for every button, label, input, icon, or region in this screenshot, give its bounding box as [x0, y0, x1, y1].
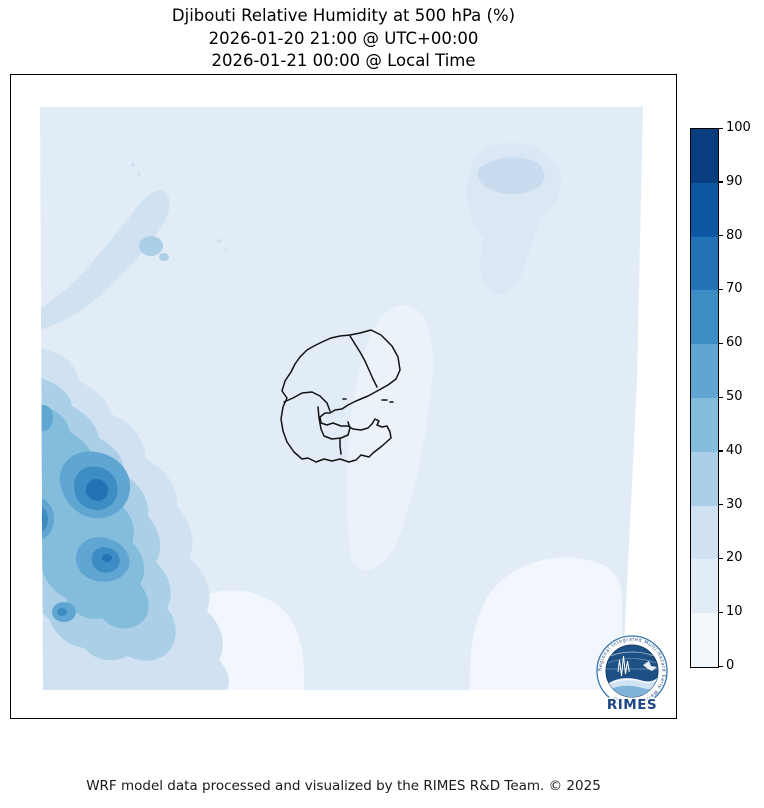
footer-credit: WRF model data processed and visualized … — [86, 778, 601, 794]
contour-low-streak-center — [346, 305, 434, 571]
colorbar-tick-mark — [718, 288, 723, 291]
figure-title: Djibouti Relative Humidity at 500 hPa (%… — [171, 6, 516, 25]
djibouti-boundary-outline — [280, 329, 401, 463]
colorbar-bin — [691, 451, 718, 506]
colorbar-bin — [691, 505, 718, 560]
colorbar-bin — [691, 344, 718, 398]
colorbar-tick-label: 40 — [726, 442, 743, 458]
colorbar-tick-mark — [718, 665, 723, 667]
contour-low-patch-southeast — [469, 557, 622, 690]
colorbar-tick-mark — [718, 450, 723, 452]
colorbar-tick-mark — [718, 181, 723, 183]
colorbar-tick-label: 60 — [726, 335, 743, 351]
colorbar-tick-label: 90 — [726, 173, 743, 189]
contour-lobe-lower-70 — [102, 554, 112, 562]
contour-edge-blob — [40, 405, 53, 431]
contour-speck — [139, 236, 163, 256]
colorbar-tick-mark — [718, 396, 723, 398]
colorbar-tick-label: 20 — [726, 550, 743, 566]
colorbar-tick-mark — [718, 504, 723, 506]
colorbar-tick-mark — [718, 611, 723, 613]
colorbar-tick-mark — [718, 557, 723, 560]
contour-speck — [224, 247, 228, 251]
colorbar-bin — [691, 182, 718, 237]
seismograph-icon — [617, 655, 630, 677]
contour-speck — [137, 172, 141, 176]
colorbar-tick-mark — [718, 342, 723, 344]
colorbar-tick-label: 100 — [726, 120, 751, 135]
colorbar-bin — [691, 397, 718, 452]
colorbar-tick-mark — [718, 127, 723, 129]
colorbar-tick-mark — [718, 235, 723, 237]
colorbar-bin — [691, 290, 718, 345]
rimes-logo: Regional Integrated Multi-Hazard Early W… — [596, 635, 668, 715]
colorbar-bin — [691, 559, 718, 614]
figure-subtitle-utc: 2026-01-20 21:00 @ UTC+00:00 — [208, 28, 479, 48]
contour-lobe-upper-70 — [85, 478, 109, 501]
logo-wordmark: RIMES — [607, 697, 657, 713]
contour-edge-blob — [57, 608, 67, 616]
colorbar-bin — [691, 613, 718, 667]
figure-title-block: Djibouti Relative Humidity at 500 hPa (%… — [10, 5, 677, 73]
colorbar-tick-label: 70 — [726, 281, 743, 297]
contour-speck — [130, 162, 136, 168]
colorbar-tick-label: 10 — [726, 604, 743, 620]
contour-blob-northeast-core — [477, 157, 545, 194]
colorbar-tick-label: 80 — [726, 227, 743, 243]
colorbar-tick-label: 30 — [726, 496, 743, 512]
colorbar-tick-label: 50 — [726, 389, 743, 404]
colorbar-bin — [691, 129, 718, 183]
colorbar-tick-label: 0 — [726, 658, 735, 673]
contour-speck — [216, 238, 222, 244]
colorbar — [690, 128, 719, 668]
colorbar-bin — [691, 236, 718, 291]
contour-band-northwest — [40, 189, 170, 330]
figure-subtitle-local: 2026-01-21 00:00 @ Local Time — [211, 51, 476, 70]
bird-icon — [643, 661, 657, 671]
contour-speck — [159, 253, 169, 261]
humidity-contour-map — [40, 107, 643, 690]
